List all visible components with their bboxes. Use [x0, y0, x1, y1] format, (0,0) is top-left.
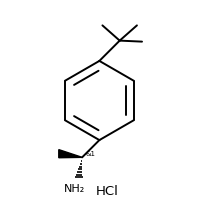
- Text: NH₂: NH₂: [64, 183, 85, 193]
- Text: HCl: HCl: [96, 184, 119, 197]
- Text: &1: &1: [85, 150, 95, 156]
- Polygon shape: [59, 150, 82, 158]
